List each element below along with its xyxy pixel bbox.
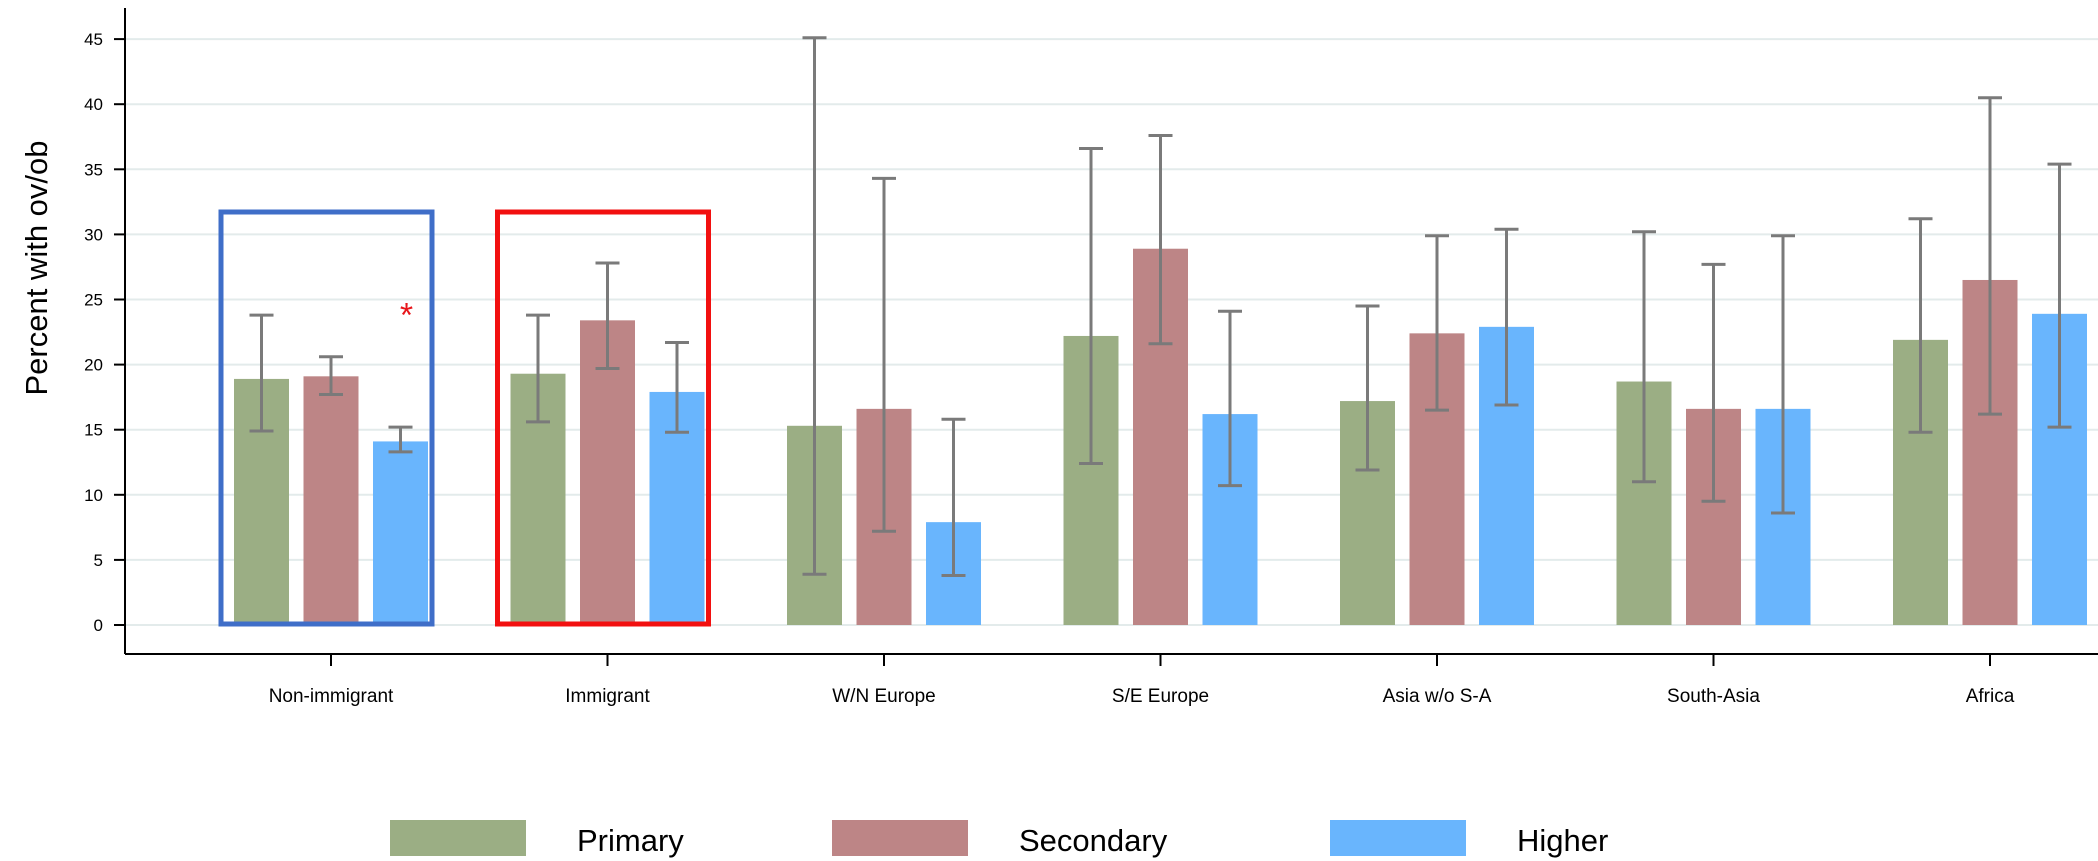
- error-bar-immigrant-higher: [665, 340, 689, 434]
- error-bar-w-n-europe-primary: [802, 36, 827, 576]
- error-bar-non-immigrant-primary: [249, 313, 274, 433]
- y-tick-label-15: 15: [84, 421, 103, 440]
- error-bar-africa-primary: [1908, 217, 1933, 434]
- x-tick-label-immigrant: Immigrant: [565, 686, 650, 707]
- y-tick-label-0: 0: [94, 616, 103, 635]
- error-bar-africa-higher: [2047, 162, 2072, 429]
- y-tick-label-40: 40: [84, 95, 103, 114]
- legend: Primary Secondary Higher: [390, 820, 1608, 858]
- legend-swatch-primary: [390, 820, 526, 856]
- error-bar-s-e-europe-secondary: [1148, 133, 1173, 346]
- legend-label-secondary: Secondary: [1019, 823, 1168, 858]
- y-ticks: 0 5 10 15 20 25 30 35 40 45: [84, 30, 125, 635]
- highlight-box-immigrant: [495, 209, 711, 627]
- annotations: *: [400, 296, 413, 334]
- x-tick-label-asia-w-o-s-a: Asia w/o S-A: [1383, 686, 1492, 707]
- y-axis-title: Percent with ov/ob: [19, 140, 54, 395]
- error-bar-non-immigrant-higher: [388, 425, 413, 454]
- error-bar-south-asia-primary: [1632, 230, 1656, 484]
- error-bar-africa-secondary: [1978, 96, 2002, 416]
- error-bar-immigrant-primary: [526, 313, 550, 424]
- bar-non-immigrant-higher: [373, 441, 428, 625]
- error-bar-south-asia-secondary: [1701, 262, 1726, 503]
- axes: [124, 8, 2098, 655]
- y-tick-label-20: 20: [84, 356, 103, 375]
- bar-immigrant-secondary: [580, 320, 635, 625]
- x-tick-label-w-n-europe: W/N Europe: [832, 686, 935, 707]
- error-bar-s-e-europe-primary: [1079, 146, 1103, 466]
- legend-swatch-higher: [1330, 820, 1466, 856]
- highlight-boxes: [218, 209, 711, 627]
- error-bars: [249, 36, 2072, 578]
- x-tick-label-non-immigrant: Non-immigrant: [269, 686, 394, 707]
- y-tick-label-45: 45: [84, 30, 103, 49]
- bar-non-immigrant-secondary: [303, 376, 359, 625]
- error-bar-asia-w-o-s-a-primary: [1355, 304, 1380, 472]
- error-bar-w-n-europe-secondary: [872, 176, 896, 533]
- highlight-box-non-immigrant: [218, 209, 435, 627]
- error-bar-non-immigrant-secondary: [319, 355, 343, 397]
- error-bar-w-n-europe-higher: [941, 417, 966, 578]
- significance-star: *: [400, 296, 413, 334]
- y-tick-label-5: 5: [94, 551, 103, 570]
- y-tick-label-25: 25: [84, 291, 103, 310]
- error-bar-s-e-europe-higher: [1218, 309, 1242, 488]
- legend-label-primary: Primary: [577, 823, 684, 858]
- x-tick-label-s-e-europe: S/E Europe: [1112, 686, 1209, 707]
- x-tick-label-south-asia: South-Asia: [1667, 686, 1760, 707]
- y-tick-label-10: 10: [84, 486, 103, 505]
- legend-label-higher: Higher: [1517, 823, 1608, 858]
- error-bar-south-asia-higher: [1771, 234, 1795, 515]
- x-tick-label-africa: Africa: [1966, 686, 2015, 707]
- error-bar-asia-w-o-s-a-higher: [1494, 227, 1519, 407]
- y-tick-label-30: 30: [84, 225, 103, 244]
- legend-swatch-secondary: [832, 820, 968, 856]
- error-bar-immigrant-secondary: [595, 261, 620, 371]
- error-bar-asia-w-o-s-a-secondary: [1425, 234, 1449, 412]
- y-tick-label-35: 35: [84, 160, 103, 179]
- x-ticks: Non-immigrant Immigrant W/N Europe S/E Euro…: [269, 654, 2015, 707]
